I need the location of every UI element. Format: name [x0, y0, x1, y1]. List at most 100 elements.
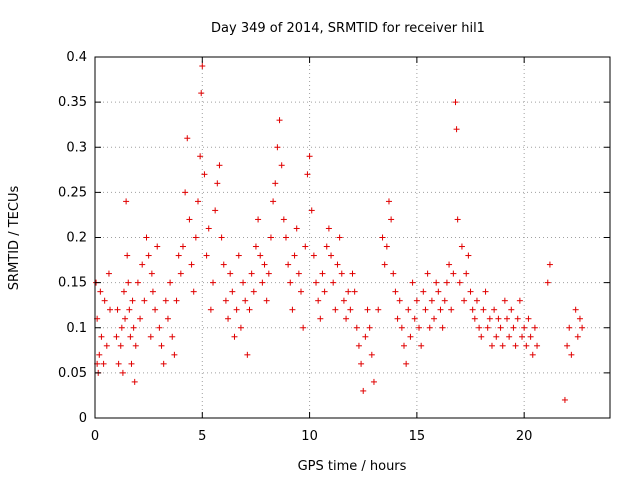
data-point [255, 216, 262, 223]
data-point [123, 198, 130, 205]
y-tick-label: 0.35 [58, 95, 87, 110]
data-point [152, 306, 159, 313]
data-point [519, 333, 526, 340]
data-point [235, 252, 242, 259]
data-point [216, 162, 223, 169]
y-tick-label: 0.25 [58, 185, 87, 200]
x-tick-label: 20 [516, 429, 533, 444]
data-point [338, 270, 345, 277]
data-point [332, 306, 339, 313]
data-point [321, 288, 328, 295]
data-point [362, 333, 369, 340]
data-point [96, 351, 103, 358]
data-point [291, 252, 298, 259]
data-point [190, 288, 197, 295]
data-point [272, 180, 279, 187]
data-point [398, 324, 405, 331]
data-point [531, 324, 538, 331]
x-tick-label: 10 [301, 429, 318, 444]
data-point [366, 324, 373, 331]
data-point [317, 315, 324, 322]
data-point [383, 243, 390, 250]
data-point [107, 306, 114, 313]
data-point [499, 342, 506, 349]
data-point [525, 315, 532, 322]
data-point [118, 324, 125, 331]
data-point [124, 252, 131, 259]
data-point [101, 297, 108, 304]
data-point [463, 270, 470, 277]
data-point [242, 297, 249, 304]
data-point [458, 243, 465, 250]
data-point [154, 243, 161, 250]
data-point [471, 315, 478, 322]
data-point [105, 270, 112, 277]
y-tick-label: 0.15 [58, 276, 87, 291]
data-point [120, 288, 127, 295]
data-point [364, 306, 371, 313]
data-point [375, 306, 382, 313]
data-point [446, 261, 453, 268]
data-point [131, 378, 138, 385]
data-point [413, 297, 420, 304]
data-point [523, 342, 530, 349]
data-point [355, 342, 362, 349]
data-point [282, 234, 289, 241]
data-point [574, 333, 581, 340]
data-point [351, 288, 358, 295]
data-point [199, 63, 206, 70]
data-point [579, 324, 586, 331]
data-point [431, 315, 438, 322]
data-point [484, 324, 491, 331]
data-point [119, 369, 126, 376]
data-point [97, 288, 104, 295]
data-point [126, 306, 133, 313]
data-point [149, 288, 156, 295]
data-point [461, 297, 468, 304]
data-point [158, 342, 165, 349]
data-point [98, 333, 105, 340]
data-point [233, 306, 240, 313]
data-point [420, 288, 427, 295]
data-point [441, 297, 448, 304]
data-point [473, 297, 480, 304]
data-point [453, 126, 460, 133]
x-tick-label: 15 [409, 429, 426, 444]
data-point [497, 324, 504, 331]
data-point [370, 378, 377, 385]
data-point [319, 270, 326, 277]
data-point [198, 90, 205, 97]
data-point [128, 360, 135, 367]
data-point [125, 279, 132, 286]
y-axis-label: SRMTID / TECUs [7, 186, 22, 291]
y-tick-label: 0.2 [66, 231, 87, 246]
data-point [134, 279, 141, 286]
data-point [360, 387, 367, 394]
y-tick-label: 0.05 [58, 366, 87, 381]
data-point [390, 270, 397, 277]
data-point [482, 288, 489, 295]
data-point [164, 315, 171, 322]
data-point [405, 306, 412, 313]
data-point [508, 306, 515, 313]
data-point [407, 333, 414, 340]
data-point [527, 333, 534, 340]
data-point [300, 324, 307, 331]
data-point [343, 315, 350, 322]
x-tick-label: 0 [91, 429, 99, 444]
data-point [246, 306, 253, 313]
data-point [171, 351, 178, 358]
data-point [244, 351, 251, 358]
data-point [495, 315, 502, 322]
data-point [237, 324, 244, 331]
data-point [514, 315, 521, 322]
data-point [561, 396, 568, 403]
data-point [210, 279, 217, 286]
data-point [205, 225, 212, 232]
y-tick-label: 0 [79, 411, 87, 426]
data-point [167, 279, 174, 286]
data-point [566, 324, 573, 331]
data-point [439, 324, 446, 331]
data-point [177, 270, 184, 277]
data-point [132, 342, 139, 349]
